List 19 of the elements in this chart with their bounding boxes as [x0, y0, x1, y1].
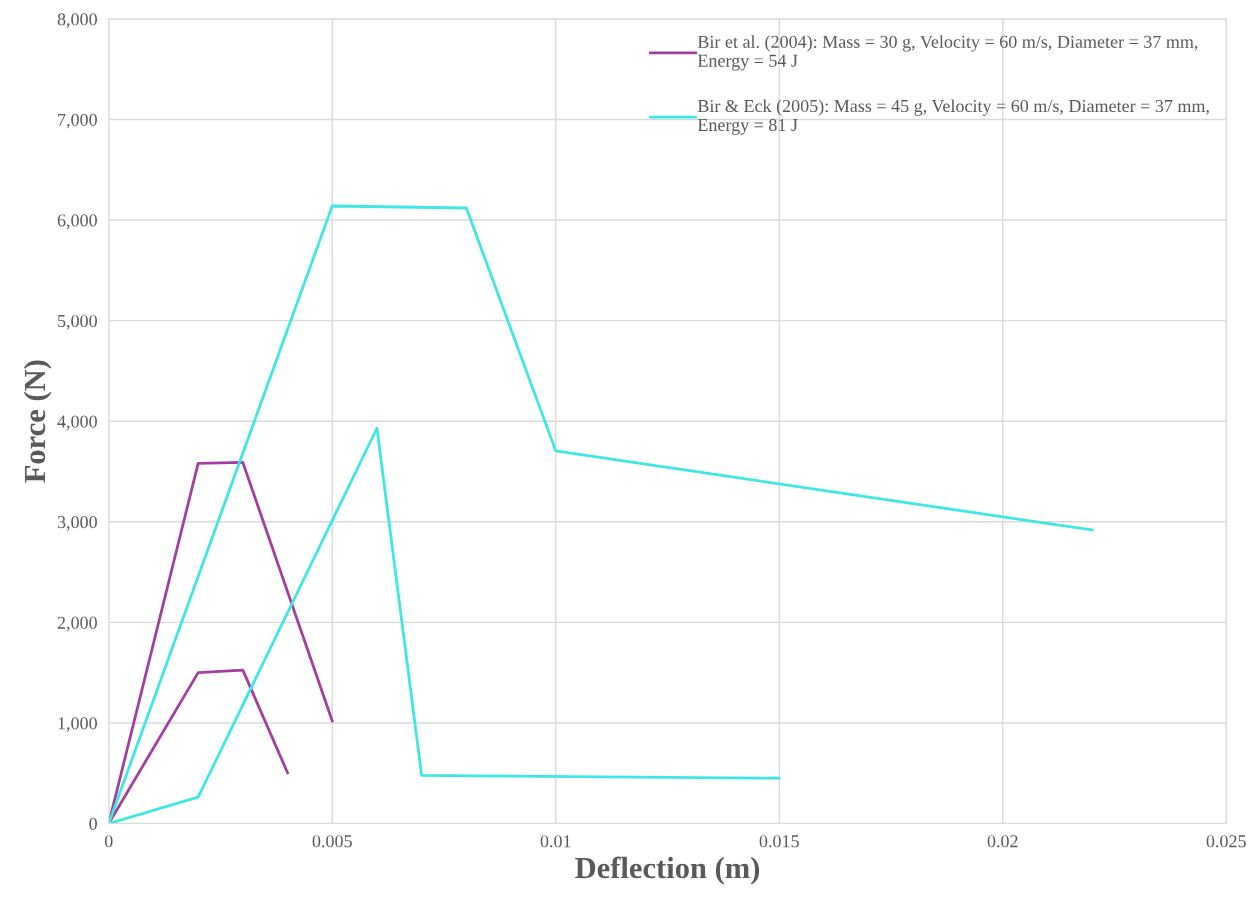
- y-tick-label: 2,000: [57, 616, 97, 632]
- y-tick-label: 1,000: [58, 717, 97, 732]
- x-tick-label: 0.015: [759, 835, 799, 848]
- y-tick-label: 8,000: [57, 13, 97, 28]
- legend-label: Bir & Eck (2005): Mass = 45 g, Velocity = 60 m/s, Diameter = 37 mm, Energy = 81 J: [697, 99, 1209, 135]
- x-tick-label: 0.01: [540, 835, 571, 848]
- y-tick-label: 7,000: [58, 113, 97, 129]
- x-tick-label: 0.025: [1206, 835, 1246, 848]
- y-tick-label: 6,000: [57, 214, 97, 230]
- x-tick-label: 0: [104, 835, 113, 848]
- y-tick-label: 4,000: [57, 415, 97, 431]
- y-axis-title: Force (N): [23, 360, 52, 483]
- y-tick-label: 3,000: [57, 516, 97, 531]
- y-tick-label: 0: [89, 817, 97, 830]
- legend-label: Bir et al. (2004): Mass = 30 g, Velocity = 60 m/s, Diameter = 37 mm, Energy = 54 J: [697, 35, 1198, 71]
- x-tick-label: 0.02: [987, 835, 1018, 848]
- y-tick-label: 5,000: [58, 314, 97, 330]
- x-axis-title: Deflection (m): [575, 856, 760, 885]
- x-tick-label: 0.005: [312, 835, 352, 848]
